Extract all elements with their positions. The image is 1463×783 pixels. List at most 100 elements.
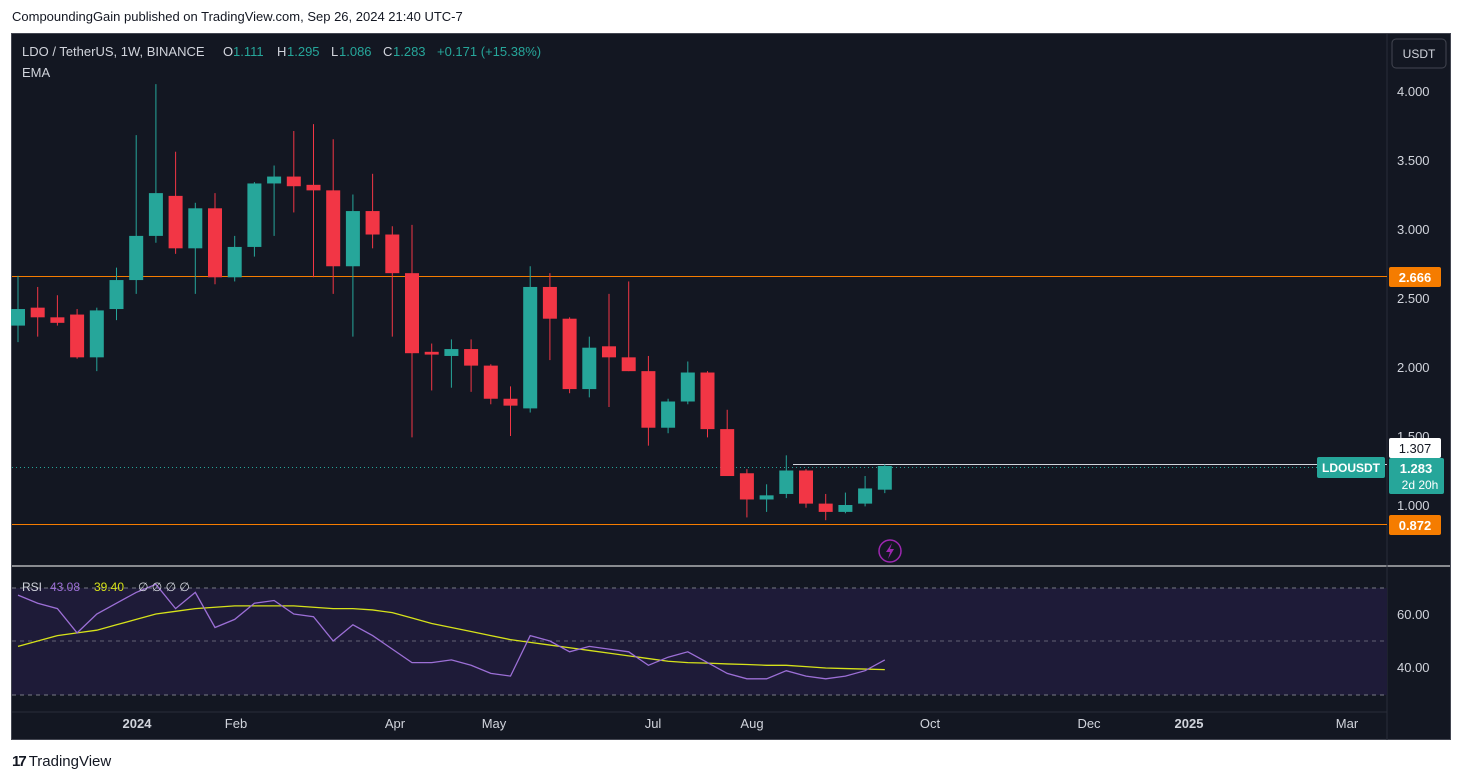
time-label-feb: Feb [225, 716, 247, 731]
rsi-ma-value: 39.40 [94, 580, 124, 594]
lightning-bolt-glyph [886, 543, 894, 559]
candle-down [306, 184, 321, 191]
high-marker-label [1389, 438, 1441, 458]
rsi-value: 43.08 [50, 580, 80, 594]
symbol-title: LDO / TetherUS, 1W, BINANCE [22, 44, 205, 59]
candle-up [858, 488, 873, 504]
candle-up [345, 211, 360, 267]
tradingview-logo[interactable]: 17 TradingView [12, 753, 111, 770]
publisher-line: CompoundingGain published on TradingView… [12, 9, 463, 24]
candle-down [818, 503, 833, 512]
low-label: L [331, 44, 338, 59]
rsi-ma-line [17, 605, 885, 671]
open-label: O [223, 44, 233, 59]
candle-up [838, 505, 853, 512]
open-value: 1.111 [233, 44, 264, 59]
candle-up [247, 183, 262, 247]
candle-up [779, 470, 794, 494]
high-value: 1.295 [287, 44, 320, 59]
candle-down [542, 286, 557, 319]
symbol-tag-text: LDOUSDT [1322, 461, 1381, 475]
current-price-label [1389, 458, 1444, 494]
countdown-text: 2d 20h [1402, 478, 1439, 492]
candle-down [641, 371, 656, 428]
candle-up [188, 208, 203, 249]
candle-up [877, 465, 892, 490]
time-label-2025: 2025 [1175, 716, 1204, 731]
candle-down [720, 429, 735, 477]
candle-up [759, 495, 774, 500]
rsi-tick-60: 60.00 [1397, 607, 1430, 622]
low-value: 1.086 [339, 44, 372, 59]
support-price-label [1389, 515, 1441, 535]
currency-button-label: USDT [1403, 47, 1436, 61]
rsi-line [17, 583, 886, 680]
candle-down [424, 351, 439, 355]
price-tick: 1.000 [1397, 498, 1430, 513]
candle-down [168, 195, 183, 249]
time-label-jul: Jul [645, 716, 662, 731]
candle-down [483, 365, 498, 399]
close-value: 1.283 [393, 44, 426, 59]
candle-down [700, 372, 715, 430]
candle-up [129, 235, 144, 281]
candle-down [503, 398, 518, 406]
support-price-text: 0.872 [1399, 518, 1432, 533]
current-price-text: 1.283 [1400, 461, 1433, 476]
candle-down [621, 357, 636, 372]
candle-down [385, 234, 400, 274]
high-label: H [277, 44, 286, 59]
lightning-icon[interactable] [878, 539, 902, 563]
candle-down [464, 349, 479, 366]
time-label-aug: Aug [740, 716, 763, 731]
time-label-mar: Mar [1336, 716, 1359, 731]
close-label: C [383, 44, 392, 59]
candle-up [11, 309, 25, 326]
currency-button[interactable] [1391, 38, 1447, 69]
tradingview-brand: TradingView [28, 753, 112, 770]
rsi-tick-40: 40.00 [1397, 660, 1430, 675]
time-label-dec: Dec [1077, 716, 1101, 731]
tradingview-logo-icon: 17 [12, 753, 27, 770]
candle-up [148, 193, 163, 236]
resistance-price-text: 2.666 [1399, 270, 1432, 285]
candle-down [286, 176, 301, 187]
candle-down [365, 211, 380, 235]
candle-up [582, 347, 597, 390]
price-tick: 4.000 [1397, 84, 1430, 99]
candle-up [109, 280, 124, 310]
candle-up [89, 310, 104, 358]
rsi-label: RSI [22, 580, 42, 594]
ema-label: EMA [22, 65, 51, 80]
price-tick: 2.500 [1397, 291, 1430, 306]
candle-down [70, 314, 85, 358]
time-label-2024: 2024 [123, 716, 153, 731]
candle-down [326, 190, 341, 267]
resistance-price-label [1389, 267, 1441, 287]
candle-up [523, 286, 538, 409]
candle-down [739, 473, 754, 500]
rsi-extra-values: ∅ ∅ ∅ ∅ [138, 580, 190, 594]
candle-down [50, 317, 65, 323]
candle-down [208, 208, 222, 278]
price-tick: 2.000 [1397, 360, 1430, 375]
candle-up [680, 372, 695, 402]
high-marker-text: 1.307 [1399, 441, 1432, 456]
symbol-tag [1317, 457, 1385, 478]
rsi-band [12, 588, 1387, 695]
change-value: +0.171 (+15.38%) [437, 44, 541, 59]
candle-up [227, 246, 242, 278]
time-label-apr: Apr [385, 716, 406, 731]
candle-down [30, 307, 45, 318]
rsi-group [17, 583, 886, 680]
time-label-oct: Oct [920, 716, 941, 731]
candle-up [444, 349, 459, 356]
price-tick: 3.000 [1397, 222, 1430, 237]
candle-up [661, 401, 676, 428]
time-label-may: May [482, 716, 507, 731]
candle-down [405, 273, 419, 354]
candle-down [602, 346, 616, 358]
candle-down [799, 470, 813, 504]
